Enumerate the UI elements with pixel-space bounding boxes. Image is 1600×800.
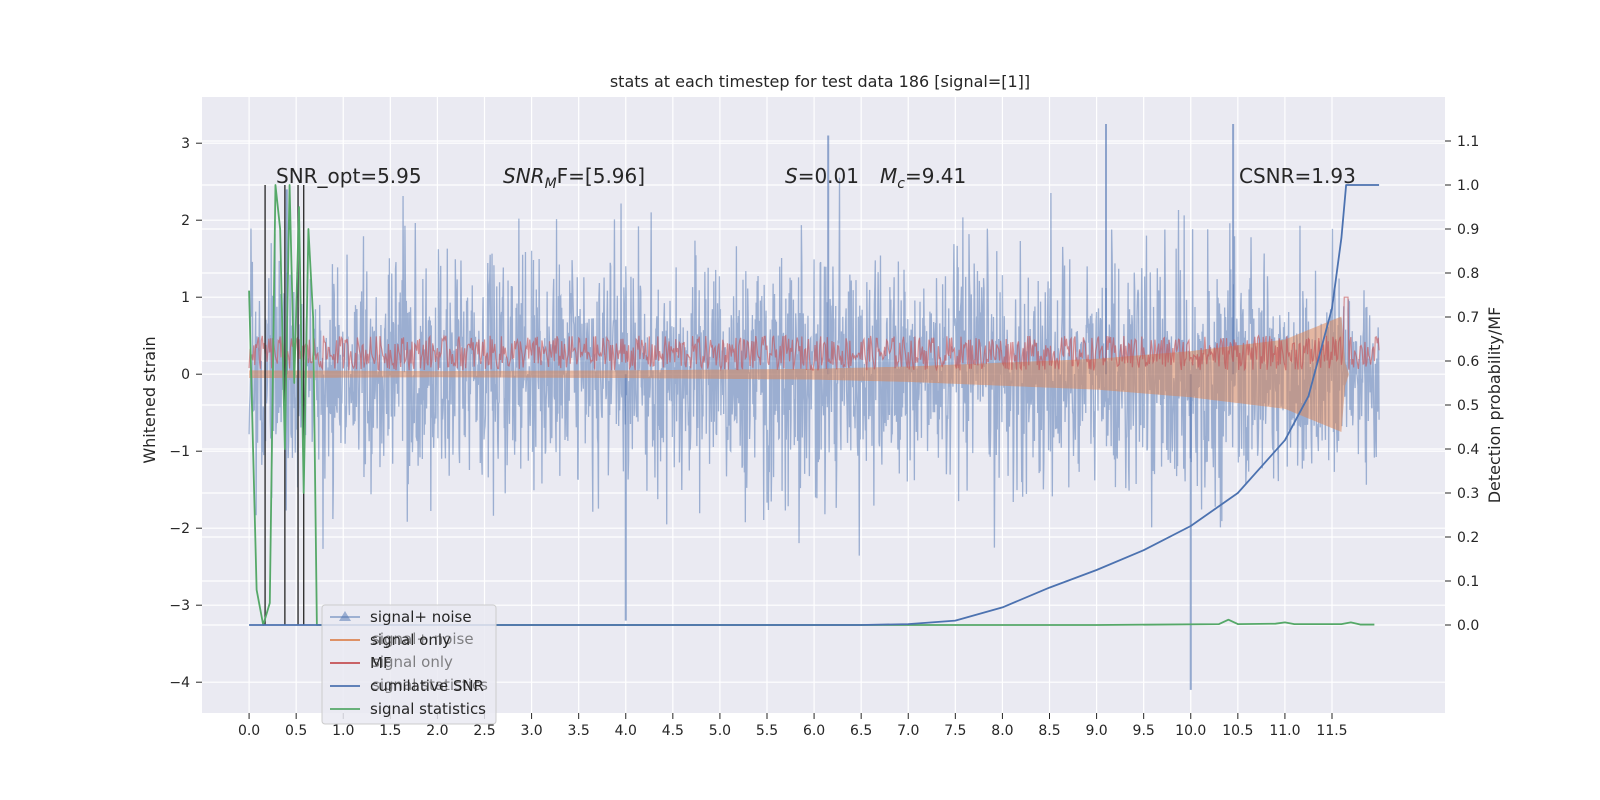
- tick-label-left: 3: [181, 136, 190, 152]
- tick-label-right: 0.5: [1457, 398, 1479, 414]
- tick-label-x: 6.5: [850, 723, 872, 739]
- series-mf: [248, 296, 1380, 372]
- annotations: SNR_opt=5.95 SNRMF=[5.96] S=0.01 Mc=9.41…: [276, 164, 1356, 192]
- tick-label-x: 2.5: [473, 723, 495, 739]
- tick-label-left: −2: [169, 521, 190, 537]
- tick-label-x: 8.5: [1038, 723, 1060, 739]
- tick-label-left: −1: [169, 444, 190, 460]
- tick-label-left: −3: [169, 598, 190, 614]
- right-tick-labels: 1.1 1.0 0.9 0.8 0.7 0.6 0.5 0.4 0.3 0.2 0.1 0.0: [1445, 134, 1479, 634]
- annotation-s-value: =0.01: [798, 164, 859, 188]
- tick-label-left: 2: [181, 213, 190, 229]
- tick-label-right: 0.4: [1457, 442, 1479, 458]
- tick-label-x: 8.0: [991, 723, 1013, 739]
- tick-label-x: 10.5: [1222, 723, 1253, 739]
- legend-marker-triangle: [339, 611, 351, 621]
- tick-label-x: 3.0: [520, 723, 542, 739]
- annotation-snr-opt: SNR_opt=5.95: [276, 164, 422, 188]
- tick-label-right: 0.9: [1457, 222, 1479, 238]
- tick-label-x: 5.0: [709, 723, 731, 739]
- chart-title: stats at each timestep for test data 186…: [610, 72, 1030, 91]
- annotation-mc-value: =9.41: [905, 164, 966, 188]
- series-signal-only: [249, 316, 1380, 432]
- legend-shadow-label: signal only: [372, 653, 453, 671]
- tick-label-right: 0.7: [1457, 310, 1479, 326]
- annotation-snr-mf-sub: M: [545, 176, 557, 192]
- tick-label-x: 4.5: [662, 723, 684, 739]
- annotation-mc: Mc=9.41: [880, 164, 966, 192]
- annotation-s: S=0.01: [785, 164, 859, 188]
- annotation-mc-sub: c: [897, 176, 905, 192]
- tick-label-x: 5.5: [756, 723, 778, 739]
- tick-label-x: 0.0: [238, 723, 260, 739]
- legend-box: [321, 604, 497, 725]
- tick-label-x: 10.0: [1175, 723, 1206, 739]
- legend-label: signal+ noise: [370, 608, 472, 626]
- y-axis-left-label: Whitened strain: [140, 336, 159, 463]
- left-tick-labels: 3 2 1 0 −1 −2 −3 −4: [169, 136, 202, 691]
- tick-label-x: 4.0: [615, 723, 637, 739]
- annotation-csnr: CSNR=1.93: [1239, 164, 1356, 188]
- tick-label-x: 6.0: [803, 723, 825, 739]
- tick-label-right: 0.2: [1457, 530, 1479, 546]
- tick-label-x: 2.0: [426, 723, 448, 739]
- tick-label-right: 0.0: [1457, 618, 1479, 634]
- legend-label: MF: [370, 654, 392, 672]
- tick-label-right: 0.6: [1457, 354, 1479, 370]
- tick-label-x: 7.0: [897, 723, 919, 739]
- tick-label-x: 7.5: [944, 723, 966, 739]
- tick-label-x: 3.5: [568, 723, 590, 739]
- tick-label-x: 11.0: [1269, 723, 1300, 739]
- tick-label-x: 1.0: [332, 723, 354, 739]
- legend-label: signal statistics: [370, 700, 486, 718]
- tick-label-right: 0.3: [1457, 486, 1479, 502]
- tick-label-x: 11.5: [1316, 723, 1347, 739]
- legend-shadow-label: signal+ noise: [372, 630, 474, 648]
- tick-label-right: 1.0: [1457, 178, 1479, 194]
- tick-label-x: 0.5: [285, 723, 307, 739]
- tick-label-right: 0.8: [1457, 266, 1479, 282]
- tick-label-left: 0: [181, 367, 190, 383]
- tick-label-x: 9.0: [1085, 723, 1107, 739]
- series-layer: [248, 123, 1380, 690]
- legend-shadow-label: signal statistics: [372, 676, 488, 694]
- y-axis-right-label: Detection probability/MF: [1485, 307, 1504, 504]
- x-tick-labels: 0.0 0.5 1.0 1.5 2.0 2.5 3.0 3.5 4.0 4.5 5.0 5.5 6.0 6…: [238, 713, 1348, 739]
- legend-label: cumilative SNR: [370, 677, 484, 695]
- tick-label-right: 1.1: [1457, 134, 1479, 150]
- tick-label-left: −4: [169, 675, 190, 691]
- annotation-snr-mf: SNRMF=[5.96]: [503, 164, 645, 192]
- legend-label: signal only: [370, 631, 451, 649]
- annotation-s-symbol: S: [785, 164, 798, 188]
- annotation-snr-mf-main: SNR: [503, 164, 545, 188]
- tick-label-x: 1.5: [379, 723, 401, 739]
- annotation-snr-mf-rest: F=[5.96]: [557, 164, 645, 188]
- tick-label-x: 9.5: [1133, 723, 1155, 739]
- tick-label-left: 1: [181, 290, 190, 306]
- series-cumulative-snr: [249, 184, 1380, 626]
- tick-label-right: 0.1: [1457, 574, 1479, 590]
- annotation-mc-symbol: M: [880, 164, 897, 188]
